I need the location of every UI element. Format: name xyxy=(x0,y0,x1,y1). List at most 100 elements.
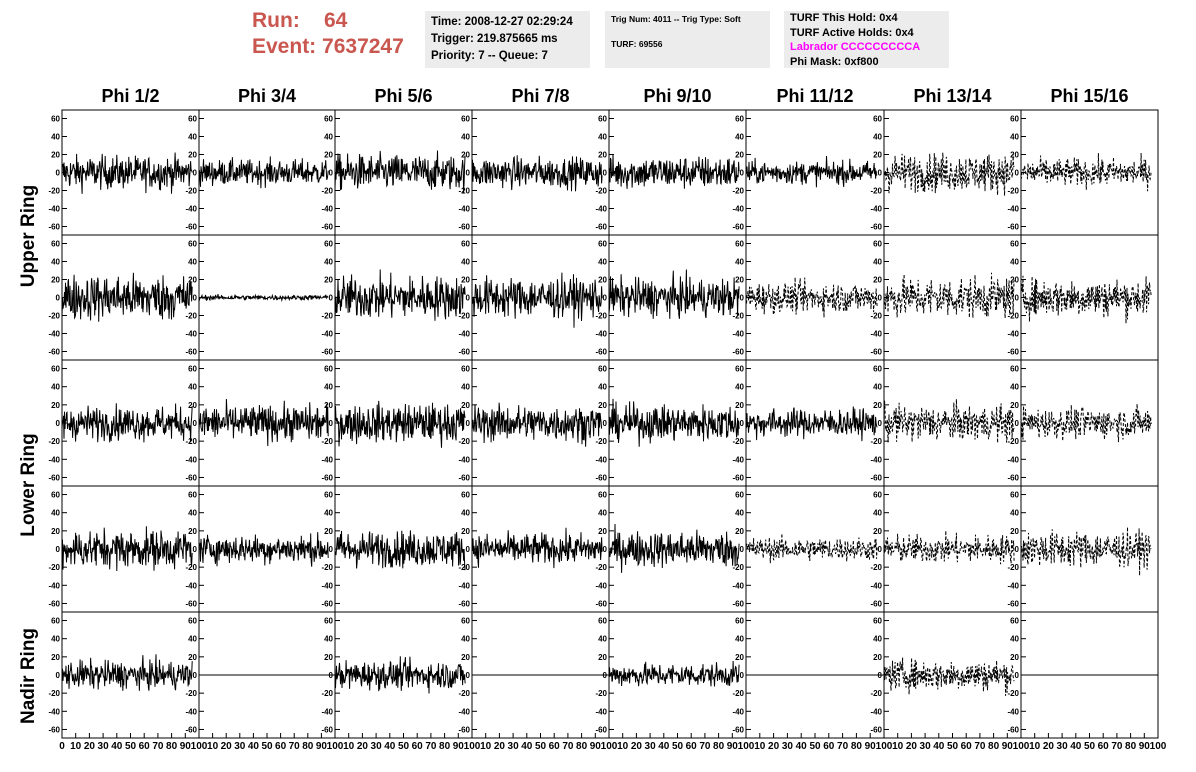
waveform-trace xyxy=(198,532,329,567)
y-tick-label: -20 xyxy=(48,563,60,572)
x-tick-label: 30 xyxy=(371,741,383,752)
y-tick-label: -60 xyxy=(1007,473,1019,482)
y-tick-label: -40 xyxy=(732,455,744,464)
y-tick-label: -60 xyxy=(732,725,744,734)
x-tick-label: 100 xyxy=(1013,741,1030,752)
x-tick-label: 70 xyxy=(699,741,711,752)
y-tick-label: -60 xyxy=(185,599,197,608)
y-tick-label: 60 xyxy=(873,617,882,626)
y-tick-label: 20 xyxy=(51,401,60,410)
y-tick-label: 20 xyxy=(873,527,882,536)
x-tick-label: 20 xyxy=(1043,741,1055,752)
y-tick-label: -40 xyxy=(48,330,60,339)
x-tick-label: 10 xyxy=(343,741,355,752)
y-tick-label: -40 xyxy=(458,330,470,339)
x-tick-label: 60 xyxy=(139,741,151,752)
x-tick-label: 80 xyxy=(439,741,451,752)
y-tick-label: 20 xyxy=(873,653,882,662)
x-tick-label: 70 xyxy=(562,741,574,752)
y-tick-label: -60 xyxy=(595,473,607,482)
x-tick-label: 60 xyxy=(823,741,835,752)
y-tick-label: 60 xyxy=(598,365,607,374)
y-tick-label: -20 xyxy=(48,187,60,196)
x-tick-label: 90 xyxy=(180,741,192,752)
y-tick-label: -20 xyxy=(321,312,333,321)
y-tick-label: -60 xyxy=(732,473,744,482)
y-tick-label: 60 xyxy=(461,240,470,249)
y-tick-label: 60 xyxy=(735,240,744,249)
y-tick-label: 20 xyxy=(1010,151,1019,160)
y-tick-label: -20 xyxy=(870,437,882,446)
y-tick-label: -60 xyxy=(595,348,607,357)
y-tick-label: 0 xyxy=(56,419,61,428)
y-tick-label: 40 xyxy=(735,635,744,644)
y-tick-label: -60 xyxy=(732,599,744,608)
y-tick-label: -20 xyxy=(595,312,607,321)
y-tick-label: -20 xyxy=(732,563,744,572)
trigger-text: Trigger: 219.875665 ms xyxy=(431,33,558,45)
y-tick-label: 20 xyxy=(735,276,744,285)
y-tick-label: 0 xyxy=(329,671,334,680)
y-tick-label: -60 xyxy=(595,599,607,608)
waveform-trace xyxy=(61,526,193,572)
y-tick-label: 0 xyxy=(603,294,608,303)
x-tick-label: 50 xyxy=(261,741,273,752)
y-tick-label: -20 xyxy=(321,689,333,698)
y-tick-label: 60 xyxy=(188,115,197,124)
x-tick-label: 80 xyxy=(988,741,1000,752)
y-tick-label: 40 xyxy=(1010,383,1019,392)
y-tick-label: -40 xyxy=(458,455,470,464)
y-tick-label: 20 xyxy=(324,653,333,662)
y-tick-label: 0 xyxy=(1015,419,1020,428)
x-tick-label: 30 xyxy=(782,741,794,752)
waveform-trace xyxy=(745,155,878,188)
waveform-trace xyxy=(883,152,1015,196)
x-tick-label: 50 xyxy=(535,741,547,752)
y-tick-label: -40 xyxy=(1007,330,1019,339)
y-tick-label: 0 xyxy=(193,545,198,554)
y-tick-label: -40 xyxy=(732,581,744,590)
y-tick-label: -40 xyxy=(1007,205,1019,214)
waveform-trace xyxy=(883,530,1015,565)
y-tick-label: -20 xyxy=(185,563,197,572)
y-tick-label: -20 xyxy=(458,563,470,572)
y-tick-label: -60 xyxy=(458,348,470,357)
y-tick-label: -60 xyxy=(732,348,744,357)
y-tick-label: 40 xyxy=(324,383,333,392)
y-tick-label: -60 xyxy=(870,473,882,482)
y-tick-label: -40 xyxy=(185,581,197,590)
y-tick-label: 20 xyxy=(735,401,744,410)
y-tick-label: -60 xyxy=(48,599,60,608)
x-tick-label: 80 xyxy=(166,741,178,752)
y-tick-label: -20 xyxy=(185,187,197,196)
y-tick-label: 20 xyxy=(873,151,882,160)
y-tick-label: -20 xyxy=(458,689,470,698)
x-tick-label: 20 xyxy=(631,741,643,752)
y-tick-label: 40 xyxy=(51,635,60,644)
y-tick-label: -60 xyxy=(1007,223,1019,232)
y-tick-label: 40 xyxy=(188,133,197,142)
column-label-phi-3-4: Phi 3/4 xyxy=(237,86,297,106)
turf-text: TURF: 69556 xyxy=(611,39,663,49)
y-tick-label: -60 xyxy=(458,599,470,608)
x-tick-label: 40 xyxy=(658,741,670,752)
y-tick-label: 0 xyxy=(740,294,745,303)
time-info-box: Time: 2008-12-27 02:29:24 Trigger: 219.8… xyxy=(425,11,590,68)
x-tick-label: 50 xyxy=(125,741,137,752)
y-tick-label: 60 xyxy=(1010,365,1019,374)
y-tick-label: 40 xyxy=(735,258,744,267)
x-tick-label: 20 xyxy=(768,741,780,752)
y-tick-label: 60 xyxy=(873,491,882,500)
x-tick-label: 30 xyxy=(234,741,246,752)
x-tick-label: 60 xyxy=(412,741,424,752)
y-tick-label: 40 xyxy=(324,133,333,142)
y-tick-label: 60 xyxy=(51,617,60,626)
y-tick-label: 40 xyxy=(873,133,882,142)
y-tick-label: 20 xyxy=(1010,653,1019,662)
x-tick-label: 70 xyxy=(837,741,849,752)
y-tick-label: 40 xyxy=(461,133,470,142)
y-tick-label: 20 xyxy=(1010,276,1019,285)
y-tick-label: 40 xyxy=(51,383,60,392)
x-tick-label: 10 xyxy=(617,741,629,752)
x-tick-label: 80 xyxy=(851,741,863,752)
